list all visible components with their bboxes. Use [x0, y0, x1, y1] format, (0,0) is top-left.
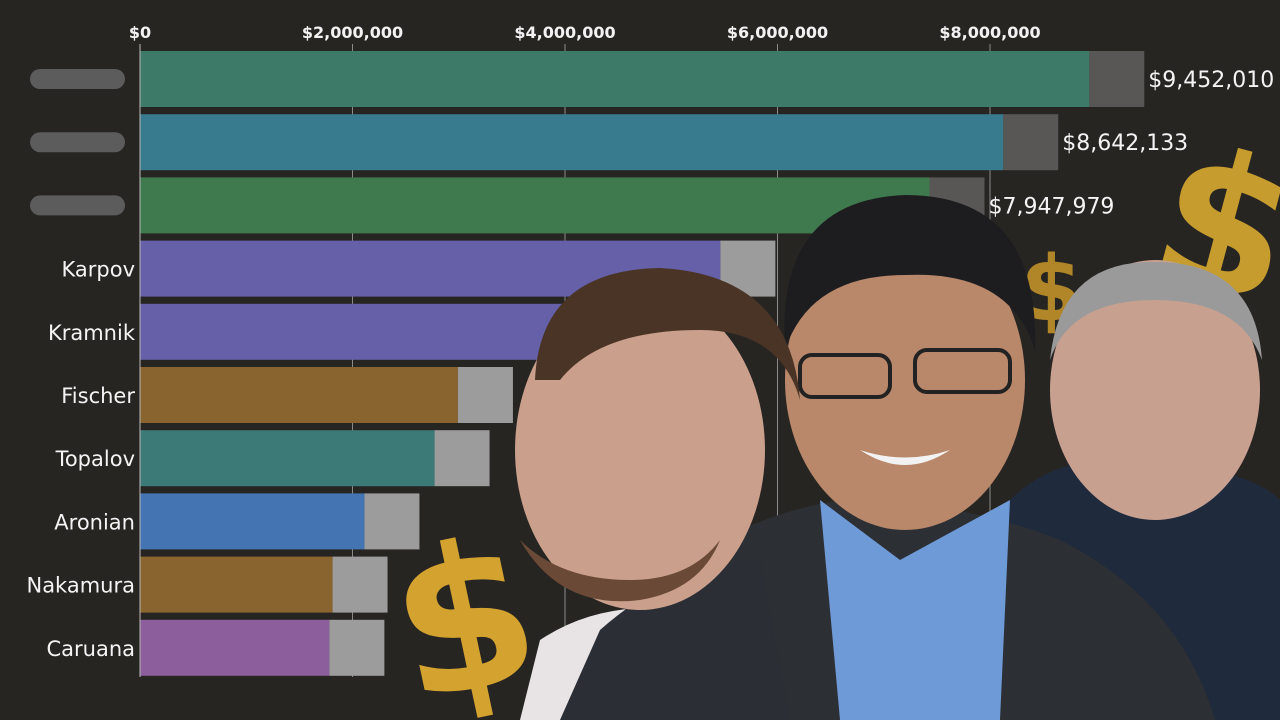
- player-photo: [329, 619, 385, 676]
- player-photo: [332, 556, 388, 613]
- blurred-name: [30, 195, 125, 216]
- bar: [140, 493, 365, 550]
- bar: [140, 114, 1004, 171]
- bar-value-label: $9,452,010: [1148, 68, 1274, 93]
- blurred-name: [30, 132, 125, 153]
- player-photo: [364, 493, 420, 550]
- x-tick-label: $0: [129, 23, 151, 42]
- x-tick-label: $6,000,000: [727, 23, 828, 42]
- bar: [140, 51, 1090, 107]
- portrait-left: [515, 268, 800, 720]
- bar-category-label: Caruana: [46, 637, 135, 661]
- bar: [140, 619, 330, 676]
- bar-value-label: $8,642,133: [1062, 131, 1188, 156]
- player-photo: [1089, 51, 1145, 107]
- bar: [140, 556, 333, 613]
- bar-category-label: Topalov: [55, 447, 135, 471]
- player-photo: [457, 367, 513, 423]
- bar-category-label: Aronian: [54, 510, 135, 534]
- player-photo: [434, 430, 490, 487]
- bar-category-label: Nakamura: [26, 574, 135, 598]
- bar-category-label: Kramnik: [48, 321, 136, 345]
- bar: [140, 367, 458, 423]
- bar: [140, 430, 435, 487]
- bar-category-label: Fischer: [61, 384, 135, 408]
- player-photo: [1003, 114, 1059, 171]
- bar-value-label: $7,947,979: [988, 194, 1114, 219]
- x-tick-label: $2,000,000: [302, 23, 403, 42]
- x-tick-label: $8,000,000: [939, 23, 1040, 42]
- bar: [140, 177, 930, 234]
- blurred-name: [30, 69, 125, 89]
- x-tick-label: $4,000,000: [514, 23, 615, 42]
- bar-category-label: Karpov: [61, 258, 135, 282]
